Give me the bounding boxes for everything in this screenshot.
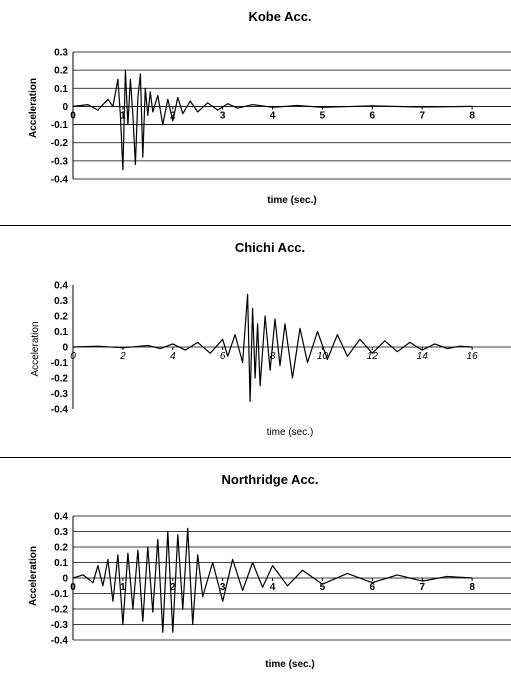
separator-line	[0, 225, 511, 226]
x-axis-label: time (sec.)	[265, 659, 314, 670]
x-tick-label: 2	[119, 351, 126, 362]
x-tick-label: 7	[419, 582, 425, 593]
x-tick-label: 4	[170, 351, 176, 362]
y-tick-label: -0.4	[51, 636, 69, 647]
x-axis-label: time (sec.)	[267, 195, 316, 206]
x-tick-label: 3	[220, 110, 226, 121]
y-tick-label: -0.4	[51, 175, 69, 186]
y-axis-label: Acceleration	[28, 546, 39, 606]
y-tick-label: 0.1	[54, 327, 68, 338]
y-tick-label: 0	[62, 343, 68, 354]
x-tick-label: 0	[70, 110, 76, 121]
y-tick-label: 0.3	[54, 48, 68, 59]
y-axis-label: Acceleration	[28, 78, 39, 138]
x-tick-label: 0	[70, 582, 76, 593]
y-tick-label: 0.1	[54, 84, 68, 95]
x-tick-label: 8	[469, 110, 475, 121]
separator-line	[0, 457, 511, 458]
y-tick-label: 0.4	[54, 512, 68, 523]
x-tick-label: 12	[367, 351, 379, 362]
y-tick-label: 0	[62, 574, 68, 585]
y-tick-label: 0.2	[54, 543, 68, 554]
x-tick-label: 4	[270, 110, 276, 121]
series-line	[72, 293, 473, 402]
y-tick-label: -0.1	[51, 589, 69, 600]
x-tick-label: 0	[70, 351, 76, 362]
y-tick-label: 0.2	[54, 66, 68, 77]
x-tick-label: 6	[370, 110, 376, 121]
y-tick-label: -0.3	[51, 156, 69, 167]
x-tick-label: 2	[170, 582, 176, 593]
x-tick-label: 5	[320, 582, 326, 593]
chart-title: Kobe Acc.	[248, 9, 311, 24]
series-line	[72, 69, 473, 171]
x-tick-label: 3	[220, 582, 226, 593]
x-tick-label: 6	[370, 582, 376, 593]
northridge-chart-panel: Northridge Acc. 0.4 0.3 0.2 0.1 0 -0.1 -0.2 -0.…	[0, 458, 511, 673]
x-tick-label: 5	[320, 110, 326, 121]
x-axis-label: time (sec.)	[267, 427, 314, 438]
x-tick-label: 16	[467, 351, 479, 362]
x-tick-label: 1	[120, 110, 126, 121]
x-tick-label: 4	[270, 582, 276, 593]
x-tick-label: 8	[270, 351, 276, 362]
chart-title: Chichi Acc.	[235, 240, 305, 255]
y-tick-label: -0.2	[51, 605, 69, 616]
y-tick-label: 0	[62, 102, 68, 113]
y-tick-label: 0.1	[54, 558, 68, 569]
y-tick-label: 0.4	[54, 281, 68, 292]
chart-title: Northridge Acc.	[221, 472, 318, 487]
y-tick-label: -0.1	[51, 120, 69, 131]
y-tick-label: -0.2	[51, 138, 69, 149]
y-tick-label: 0.3	[54, 527, 68, 538]
y-tick-label: -0.1	[51, 358, 69, 369]
y-axis-label: Acceleration	[30, 321, 41, 376]
northridge-chart: Northridge Acc. 0.40.30.20.10-0.1-0.2-0.…	[28, 472, 511, 670]
y-tick-label: 0.3	[54, 296, 68, 307]
x-tick-label: 10	[317, 351, 329, 362]
x-tick-label: 2	[170, 110, 176, 121]
y-tick-label: -0.2	[51, 374, 69, 385]
x-tick-label: 6	[220, 351, 226, 362]
y-tick-label: -0.3	[51, 389, 69, 400]
x-tick-label: 7	[419, 110, 425, 121]
y-tick-label: -0.3	[51, 620, 69, 631]
x-tick-label: 14	[417, 351, 429, 362]
y-tick-label: -0.4	[51, 405, 69, 416]
x-tick-label: 8	[469, 582, 475, 593]
chichi-chart: Chichi Acc. 0.40.30.20.10-0.1-0.2-0.3-0.…	[30, 240, 511, 438]
chichi-chart-panel: Chichi Acc. 0.4 0.3 0.2 0.1 0 -0.1 -0.2 -0.3 -0.…	[0, 226, 511, 454]
x-tick-label: 1	[120, 582, 126, 593]
y-tick-label: 0.2	[54, 312, 68, 323]
series-line	[72, 527, 473, 633]
